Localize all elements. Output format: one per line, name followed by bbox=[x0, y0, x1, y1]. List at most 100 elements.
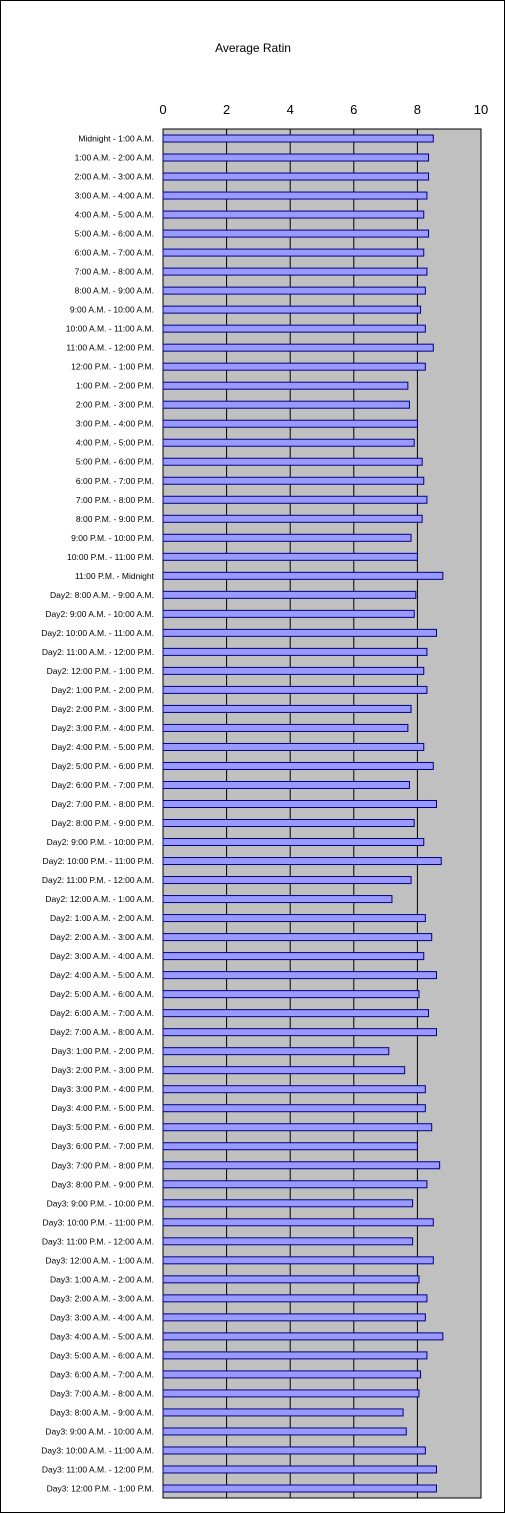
bar bbox=[162, 666, 425, 675]
category-label: Day2: 11:00 P.M. - 12:00 A.M. bbox=[42, 875, 154, 885]
bar bbox=[162, 1009, 430, 1018]
x-tick-label: 0 bbox=[159, 102, 166, 117]
plot-area bbox=[162, 128, 482, 1499]
bars bbox=[162, 134, 444, 1493]
category-label: 11:00 P.M. - Midnight bbox=[75, 571, 155, 581]
category-label: Day3: 1:00 P.M. - 2:00 P.M. bbox=[51, 1046, 154, 1056]
bar bbox=[162, 1256, 434, 1265]
bar bbox=[162, 895, 393, 904]
bar bbox=[162, 1370, 422, 1379]
x-tick-label: 10 bbox=[474, 102, 488, 117]
category-label: Day3: 6:00 P.M. - 7:00 P.M. bbox=[51, 1141, 154, 1151]
bar bbox=[162, 838, 425, 847]
bar bbox=[162, 438, 415, 447]
category-label: Day3: 9:00 A.M. - 10:00 A.M. bbox=[45, 1426, 154, 1436]
category-label: Day3: 7:00 A.M. - 8:00 A.M. bbox=[50, 1388, 154, 1398]
bar bbox=[162, 1484, 437, 1493]
bar bbox=[162, 343, 434, 352]
category-label: Day2: 1:00 A.M. - 2:00 A.M. bbox=[50, 913, 154, 923]
category-label: Day2: 2:00 P.M. - 3:00 P.M. bbox=[51, 704, 154, 714]
category-label: Day2: 9:00 A.M. - 10:00 A.M. bbox=[45, 609, 154, 619]
category-label: Day2: 6:00 P.M. - 7:00 P.M. bbox=[51, 780, 154, 790]
category-labels: Midnight - 1:00 A.M. 1:00 A.M. - 2:00 A.M… bbox=[41, 134, 154, 1494]
category-label: Day2: 8:00 P.M. - 9:00 P.M. bbox=[51, 818, 154, 828]
bar bbox=[162, 1085, 426, 1094]
bar bbox=[162, 876, 412, 885]
bar bbox=[162, 286, 426, 295]
bar bbox=[162, 647, 428, 656]
category-label: Day2: 12:00 P.M. - 1:00 P.M. bbox=[47, 666, 154, 676]
category-label: Day2: 10:00 P.M. - 11:00 P.M. bbox=[42, 856, 154, 866]
bar bbox=[162, 971, 437, 980]
category-label: Day2: 4:00 A.M. - 5:00 A.M. bbox=[50, 970, 154, 980]
bar bbox=[162, 381, 409, 390]
bar bbox=[162, 1142, 418, 1151]
bar bbox=[162, 324, 426, 333]
x-tick-label: 2 bbox=[223, 102, 230, 117]
category-label: Day2: 9:00 P.M. - 10:00 P.M. bbox=[47, 837, 154, 847]
category-label: 12:00 P.M. - 1:00 P.M. bbox=[71, 362, 154, 372]
category-label: 9:00 A.M. - 10:00 A.M. bbox=[70, 305, 154, 315]
bar bbox=[162, 609, 415, 618]
category-label: 5:00 P.M. - 6:00 P.M. bbox=[76, 457, 154, 467]
category-label: 1:00 A.M. - 2:00 A.M. bbox=[75, 153, 154, 163]
bar bbox=[162, 514, 423, 523]
bar bbox=[162, 1218, 434, 1227]
bar bbox=[162, 1408, 404, 1417]
category-label: Day2: 2:00 A.M. - 3:00 A.M. bbox=[50, 932, 154, 942]
category-label: Day2: 7:00 A.M. - 8:00 A.M. bbox=[50, 1027, 154, 1037]
category-label: Day3: 10:00 P.M. - 11:00 P.M. bbox=[42, 1217, 154, 1227]
bar bbox=[162, 172, 430, 181]
bar bbox=[162, 419, 418, 428]
bar bbox=[162, 267, 428, 276]
category-label: Day3: 10:00 A.M. - 11:00 A.M. bbox=[41, 1445, 154, 1455]
x-tick-label: 8 bbox=[414, 102, 421, 117]
category-label: Day3: 6:00 A.M. - 7:00 A.M. bbox=[50, 1369, 154, 1379]
bar bbox=[162, 1294, 428, 1303]
bar bbox=[162, 1389, 420, 1398]
bar bbox=[162, 400, 410, 409]
bar bbox=[162, 933, 433, 942]
category-label: 6:00 A.M. - 7:00 A.M. bbox=[75, 248, 154, 258]
category-label: 3:00 P.M. - 4:00 P.M. bbox=[76, 419, 154, 429]
category-label: 2:00 P.M. - 3:00 P.M. bbox=[76, 400, 154, 410]
category-label: 6:00 P.M. - 7:00 P.M. bbox=[76, 476, 154, 486]
category-label: Day3: 9:00 P.M. - 10:00 P.M. bbox=[47, 1198, 154, 1208]
category-label: Day2: 5:00 P.M. - 6:00 P.M. bbox=[51, 761, 154, 771]
category-label: Day2: 10:00 A.M. - 11:00 A.M. bbox=[41, 628, 154, 638]
category-label: Day3: 12:00 A.M. - 1:00 A.M. bbox=[45, 1255, 154, 1265]
bar bbox=[162, 742, 425, 751]
category-label: Day3: 1:00 A.M. - 2:00 A.M. bbox=[50, 1274, 154, 1284]
category-label: Day2: 3:00 P.M. - 4:00 P.M. bbox=[51, 723, 154, 733]
bar bbox=[162, 990, 420, 999]
category-label: Day3: 11:00 P.M. - 12:00 A.M. bbox=[42, 1236, 154, 1246]
category-label: 9:00 P.M. - 10:00 P.M. bbox=[71, 533, 154, 543]
bar bbox=[162, 1047, 390, 1056]
category-label: 5:00 A.M. - 6:00 A.M. bbox=[75, 229, 154, 239]
category-label: Day2: 5:00 A.M. - 6:00 A.M. bbox=[50, 989, 154, 999]
bar bbox=[162, 1313, 426, 1322]
category-label: Day3: 12:00 P.M. - 1:00 P.M. bbox=[47, 1483, 154, 1493]
bar bbox=[162, 1199, 414, 1208]
category-label: Day3: 5:00 P.M. - 6:00 P.M. bbox=[51, 1122, 154, 1132]
category-label: Day2: 4:00 P.M. - 5:00 P.M. bbox=[51, 742, 154, 752]
category-label: Day3: 8:00 P.M. - 9:00 P.M. bbox=[51, 1179, 154, 1189]
gridlines bbox=[226, 129, 418, 1498]
category-label: 4:00 P.M. - 5:00 P.M. bbox=[76, 438, 154, 448]
bar bbox=[162, 134, 434, 143]
bar bbox=[162, 1161, 441, 1170]
category-label: Day3: 11:00 A.M. - 12:00 P.M. bbox=[42, 1464, 154, 1474]
category-label: 10:00 P.M. - 11:00 P.M. bbox=[67, 552, 154, 562]
bar bbox=[162, 914, 426, 923]
category-label: Day2: 1:00 P.M. - 2:00 P.M. bbox=[51, 685, 154, 695]
bar bbox=[162, 1351, 428, 1360]
bar bbox=[162, 571, 444, 580]
category-label: Day3: 2:00 A.M. - 3:00 A.M. bbox=[50, 1293, 154, 1303]
bar bbox=[162, 1123, 433, 1132]
category-label: Day3: 3:00 A.M. - 4:00 A.M. bbox=[50, 1312, 154, 1322]
category-label: Day2: 6:00 A.M. - 7:00 A.M. bbox=[50, 1008, 154, 1018]
bar bbox=[162, 1427, 407, 1436]
bar bbox=[162, 362, 426, 371]
category-label: 3:00 A.M. - 4:00 A.M. bbox=[75, 191, 154, 201]
bar bbox=[162, 1237, 414, 1246]
